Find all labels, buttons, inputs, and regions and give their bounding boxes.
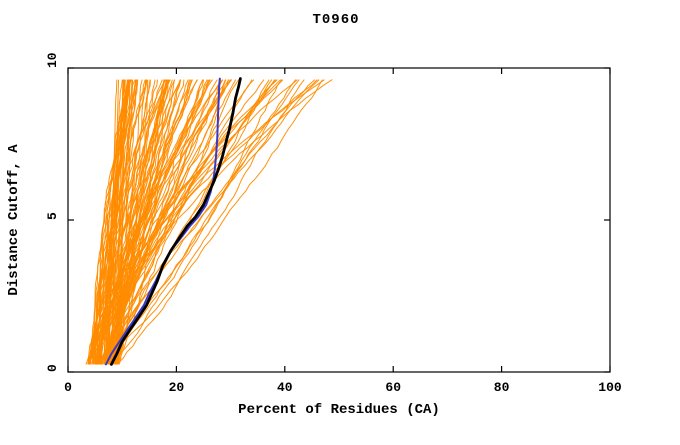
orange-model-curves <box>85 79 333 365</box>
x-tick-label: 40 <box>277 380 293 395</box>
model-curve <box>100 79 316 365</box>
model-curve <box>109 79 233 365</box>
model-curve <box>104 79 190 365</box>
model-curve <box>89 79 131 365</box>
model-curve <box>96 79 333 365</box>
model-curve <box>109 79 237 365</box>
x-axis-label: Percent of Residues (CA) <box>238 402 440 418</box>
x-tick-label: 80 <box>494 380 510 395</box>
model-curve <box>109 79 320 365</box>
curve-best_model <box>110 77 242 366</box>
y-tick-label: 5 <box>45 212 60 220</box>
model-curve <box>95 79 270 365</box>
model-curve <box>106 79 168 365</box>
tick-labels: 0 20 40 60 80 100 0 5 10 <box>45 52 622 395</box>
x-tick-label: 60 <box>385 380 401 395</box>
model-curve <box>116 79 305 365</box>
model-curve <box>101 79 208 365</box>
y-axis-label: Distance Cutoff, A <box>6 144 22 296</box>
y-tick-label: 10 <box>45 52 60 68</box>
model-curve <box>105 79 218 365</box>
chart-title: T0960 <box>312 12 359 28</box>
x-tick-label: 0 <box>64 380 72 395</box>
curve-highlight_model <box>104 77 221 366</box>
model-curve <box>90 79 325 365</box>
model-curve <box>95 79 137 365</box>
model-curve <box>98 79 132 365</box>
data-series <box>104 77 242 366</box>
x-tick-label: 100 <box>598 380 622 395</box>
model-curve <box>97 79 323 365</box>
model-curve <box>100 79 283 365</box>
x-tick-label: 20 <box>169 380 185 395</box>
model-curve <box>108 79 119 365</box>
axis-ticks <box>67 67 611 373</box>
model-curve <box>100 79 198 365</box>
model-curve <box>85 79 182 365</box>
model-curve <box>107 79 276 365</box>
model-curve <box>117 79 230 365</box>
y-tick-label: 0 <box>45 364 60 372</box>
